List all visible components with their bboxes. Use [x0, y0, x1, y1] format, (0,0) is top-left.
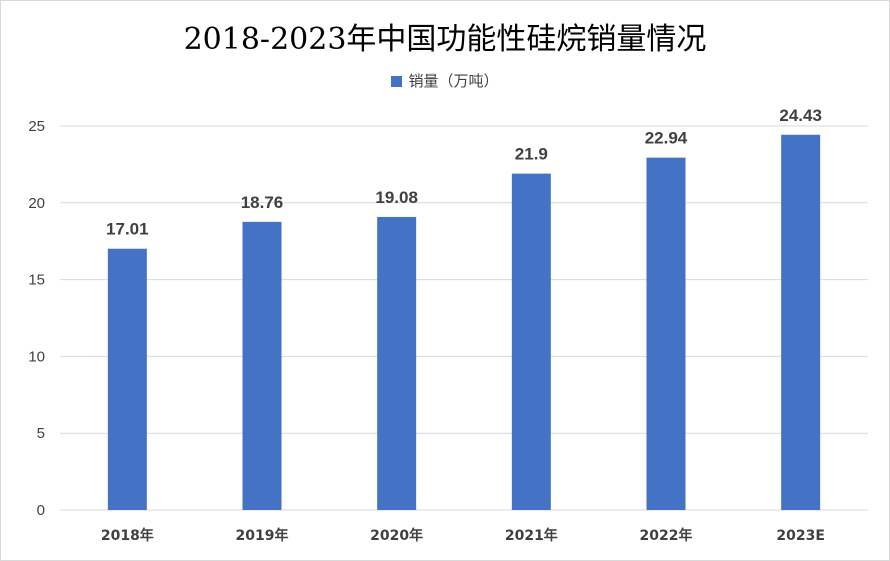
y-tick-label: 0 — [37, 502, 45, 519]
data-label: 18.76 — [241, 193, 284, 212]
x-category-label: 2020年 — [370, 527, 423, 544]
bar — [781, 135, 820, 510]
bar — [647, 158, 686, 510]
x-axis-categories: 2018年 2019年 2020年 2021年 2022年 2023E — [101, 527, 825, 544]
x-category-label: 2018年 — [101, 527, 154, 544]
x-category-label: 2021年 — [505, 527, 558, 544]
x-category-label: 2022年 — [640, 527, 693, 544]
x-category-label: 2019年 — [236, 527, 289, 544]
data-label: 17.01 — [106, 220, 149, 239]
y-axis-ticks: 0 5 10 15 20 25 — [28, 118, 45, 519]
data-label: 24.43 — [779, 106, 822, 125]
y-tick-label: 25 — [28, 118, 45, 135]
bar — [512, 174, 551, 510]
bar — [243, 222, 282, 510]
x-category-label: 2023E — [776, 528, 825, 544]
data-label: 19.08 — [375, 188, 418, 207]
gridlines — [60, 126, 868, 510]
bar — [377, 217, 416, 510]
y-tick-label: 10 — [28, 348, 45, 365]
data-label: 21.9 — [515, 145, 548, 164]
y-tick-label: 15 — [28, 272, 45, 289]
data-label: 22.94 — [645, 129, 688, 148]
y-tick-label: 20 — [28, 195, 45, 212]
bar — [108, 249, 147, 510]
bars — [108, 135, 820, 510]
y-tick-label: 5 — [37, 425, 45, 442]
